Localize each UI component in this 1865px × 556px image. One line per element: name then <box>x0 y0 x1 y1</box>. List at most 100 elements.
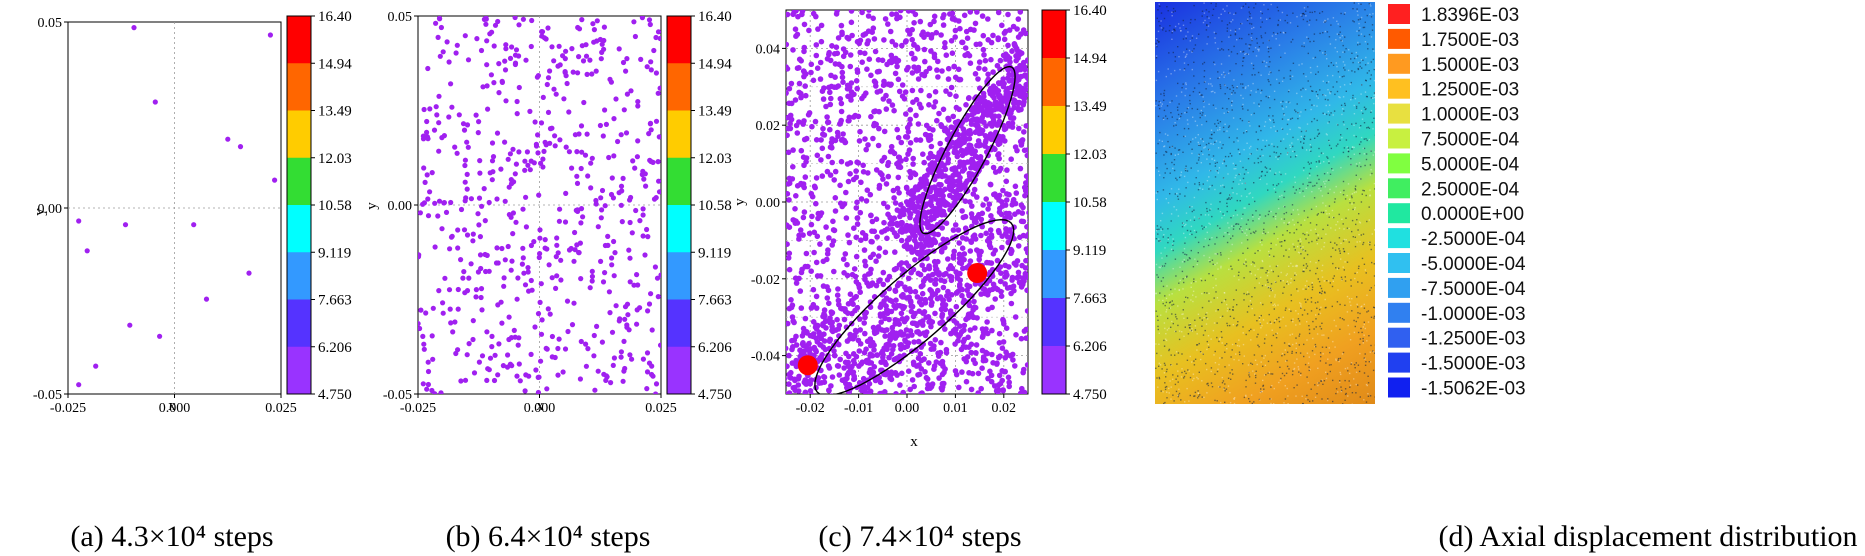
panel-c-point <box>1003 178 1010 185</box>
panel-c-point <box>934 67 940 73</box>
panel-d-speckle <box>1352 208 1354 211</box>
panel-d-speckle <box>1186 275 1188 277</box>
panel-d-speckle <box>1213 159 1216 162</box>
panel-d-speckle <box>1250 339 1252 341</box>
panel-d-speckle <box>1208 148 1210 151</box>
panel-d-speckle <box>1206 392 1208 394</box>
panel-b-point <box>478 286 485 292</box>
panel-b-point <box>591 332 597 339</box>
panel-c-point <box>862 330 868 337</box>
panel-b-point <box>539 317 545 323</box>
panel-d-speckle <box>1215 32 1217 35</box>
panel-b-point <box>528 43 534 50</box>
panel-b-point <box>599 339 606 345</box>
panel-d-speckle <box>1269 61 1271 63</box>
panel-d-speckle <box>1298 368 1300 370</box>
panel-d-speckle <box>1245 86 1247 88</box>
panel-b-point <box>599 187 606 194</box>
panel-c-point <box>1001 30 1008 36</box>
panel-d-speckle <box>1184 224 1186 227</box>
panel-c-point <box>791 384 798 391</box>
panel-d-speckle <box>1363 307 1366 309</box>
panel-d-speckle <box>1214 350 1216 353</box>
panel-d-speckle <box>1248 228 1251 230</box>
panel-d-speckle <box>1231 100 1233 102</box>
panel-d-speckle <box>1223 130 1225 133</box>
panel-d-speckle <box>1172 7 1175 10</box>
panel-c-point <box>935 231 941 238</box>
panel-c-point <box>951 248 957 255</box>
panel-c-point <box>910 359 917 366</box>
panel-a-colorbar-segment <box>287 252 311 300</box>
panel-d-speckle <box>1282 316 1284 318</box>
panel-d-speckle <box>1281 118 1284 120</box>
panel-c-point <box>907 116 913 123</box>
panel-d-speckle <box>1359 338 1362 340</box>
panel-d-speckle <box>1335 185 1337 188</box>
panel-c-point <box>870 15 876 22</box>
panel-d-speckle <box>1334 249 1337 251</box>
panel-d-speckle <box>1217 147 1220 149</box>
panel-d-speckle <box>1366 127 1368 129</box>
panel-c-point <box>868 113 874 120</box>
panel-b-point <box>464 139 470 145</box>
panel-c-point <box>1034 218 1040 224</box>
panel-c-point <box>872 79 879 86</box>
panel-d-speckle <box>1363 372 1366 374</box>
panel-d-speckle <box>1226 303 1228 306</box>
panel-c-point <box>959 245 966 251</box>
panel-c-point <box>762 382 768 388</box>
panel-c-point <box>939 358 946 365</box>
panel-d-speckle <box>1297 318 1300 320</box>
panel-c-point <box>911 339 917 345</box>
panel-c-point <box>799 428 805 434</box>
panel-c-point <box>908 299 914 306</box>
panel-c-point <box>1009 274 1016 281</box>
panel-d-speckle <box>1161 228 1164 230</box>
panel-b-ytick-label: -0.05 <box>383 388 412 403</box>
panel-c-point <box>983 137 989 144</box>
panel-d-speckle <box>1181 371 1183 374</box>
panel-c-point <box>808 268 814 275</box>
panel-c-point <box>917 351 924 357</box>
panel-c-point <box>894 63 900 70</box>
panel-c-point <box>1017 390 1024 394</box>
panel-d-speckle <box>1316 182 1318 184</box>
panel-c-point <box>913 112 919 119</box>
panel-b-point <box>639 171 645 178</box>
panel-c-point <box>955 171 962 177</box>
panel-c-point <box>1024 362 1028 368</box>
panel-c-point <box>801 184 807 191</box>
panel-b-point <box>526 288 532 294</box>
panel-d-speckle <box>1275 318 1278 321</box>
panel-d-speckle <box>1307 37 1310 40</box>
panel-c-point <box>881 154 888 161</box>
panel-c-point <box>1013 190 1020 196</box>
panel-d-speckle <box>1170 386 1172 388</box>
panel-c-point <box>789 314 796 320</box>
panel-d-speckle <box>1297 138 1299 141</box>
panel-b-point <box>609 262 615 268</box>
panel-c-point <box>966 370 972 376</box>
panel-b-point <box>585 346 591 352</box>
panel-c-point <box>903 260 910 266</box>
panel-d-speckle <box>1327 224 1329 226</box>
panel-c-point <box>826 338 833 345</box>
panel-d-speckle <box>1233 13 1235 15</box>
panel-c-point <box>996 372 1003 379</box>
panel-d-speckle <box>1181 261 1184 263</box>
panel-d-speckle <box>1350 81 1352 84</box>
panel-c-point <box>956 384 962 391</box>
panel-d-speckle <box>1304 219 1306 221</box>
panel-d-speckle <box>1182 38 1185 40</box>
panel-d-speckle <box>1342 248 1345 250</box>
panel-c-point <box>789 176 796 182</box>
panel-d-speckle <box>1368 361 1370 363</box>
panel-d-speckle <box>1226 241 1229 244</box>
panel-d-speckle <box>1356 55 1359 57</box>
panel-b-point <box>574 173 580 179</box>
panel-d-speckle <box>1281 105 1283 107</box>
panel-d-speckle <box>1288 248 1290 250</box>
panel-d-speckle <box>1220 265 1222 268</box>
panel-b-caption: (b) 6.4×10⁴ steps <box>446 520 651 553</box>
